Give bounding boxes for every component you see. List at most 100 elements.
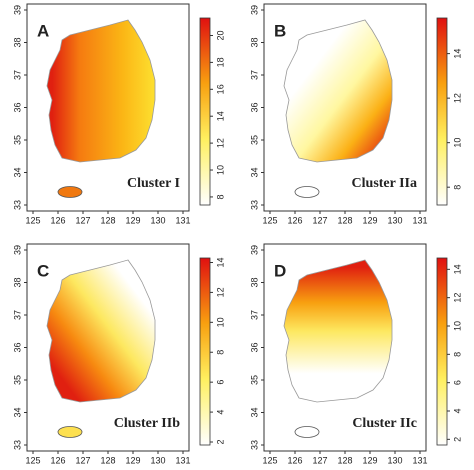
colorbar: [436, 257, 448, 446]
colorbar-tick-label: 2: [452, 437, 462, 442]
x-tick-label: 130: [150, 215, 165, 225]
y-tick-label: 39: [12, 5, 22, 15]
colorbar-tick-label: 8: [452, 352, 462, 357]
korea-mainland: [283, 19, 393, 163]
colorbar: [199, 17, 211, 206]
x-tick-label: 125: [262, 215, 277, 225]
x-tick-label: 127: [75, 215, 90, 225]
korea-mainland: [283, 259, 393, 403]
y-tick-label: 35: [249, 375, 259, 385]
colorbar-tick-label: 16: [215, 84, 225, 94]
x-tick-label: 131: [412, 215, 427, 225]
colorbar-tick-label: 10: [452, 321, 462, 331]
x-tick-label: 128: [100, 215, 115, 225]
x-tick-label: 126: [50, 215, 65, 225]
colorbar-tick-label: 6: [215, 380, 225, 385]
colorbar-tick-label: 8: [215, 194, 225, 199]
colorbar-tick-label: 8: [215, 350, 225, 355]
x-tick-label: 127: [75, 455, 90, 465]
colorbar-tick-label: 6: [452, 380, 462, 385]
y-tick-label: 35: [12, 375, 22, 385]
colorbar-tick-label: 10: [215, 165, 225, 175]
x-tick-label: 131: [175, 215, 190, 225]
panel-title: Cluster IIc: [352, 416, 417, 431]
y-tick-label: 35: [12, 135, 22, 145]
map-panel: 125 126 127 128 129 130 13133343536373839DClus…: [249, 243, 462, 465]
y-tick-label: 33: [249, 200, 259, 210]
korea-mainland: [46, 259, 156, 403]
colorbar-tick-label: 14: [452, 49, 462, 59]
jeju-island: [57, 426, 83, 438]
y-tick-label: 34: [12, 167, 22, 177]
x-tick-label: 130: [150, 455, 165, 465]
y-tick-label: 37: [249, 70, 259, 80]
colorbar-tick-label: 4: [452, 408, 462, 413]
panel-letter: C: [37, 261, 49, 280]
y-tick-label: 39: [249, 245, 259, 255]
colorbar-tick-label: 14: [215, 111, 225, 121]
colorbar-tick-label: 12: [215, 138, 225, 148]
colorbar: [436, 17, 448, 206]
x-tick-label: 128: [100, 455, 115, 465]
y-tick-label: 36: [249, 342, 259, 352]
y-tick-label: 38: [12, 37, 22, 47]
x-tick-label: 128: [337, 455, 352, 465]
panel-letter: A: [37, 21, 49, 40]
panel-title: Cluster IIb: [114, 416, 180, 431]
x-tick-label: 125: [25, 455, 40, 465]
y-tick-label: 34: [12, 407, 22, 417]
x-tick-label: 127: [312, 215, 327, 225]
y-tick-label: 33: [12, 440, 22, 450]
colorbar-tick-label: 8: [452, 185, 462, 190]
colorbar-tick-label: 10: [452, 138, 462, 148]
x-tick-label: 128: [337, 215, 352, 225]
colorbar: [199, 257, 211, 446]
x-tick-label: 129: [125, 455, 140, 465]
korea-mainland: [46, 19, 156, 163]
y-tick-label: 37: [12, 70, 22, 80]
map-panel: 125 126 127 128 129 130 13133343536373839CClus…: [12, 243, 225, 465]
y-tick-label: 36: [249, 102, 259, 112]
map-panel: 125 126 127 128 129 130 131 33 34 35 36 37 38 39 B Clus…: [249, 3, 462, 225]
jeju-island: [57, 186, 83, 198]
colorbar-tick-label: 12: [452, 293, 462, 303]
y-tick-label: 38: [249, 37, 259, 47]
x-tick-label: 129: [362, 215, 377, 225]
y-tick-label: 38: [249, 277, 259, 287]
x-tick-label: 129: [125, 215, 140, 225]
x-tick-label: 129: [362, 455, 377, 465]
x-tick-label: 126: [287, 455, 302, 465]
x-tick-label: 127: [312, 455, 327, 465]
panel-letter: D: [274, 261, 286, 280]
colorbar-tick-label: 4: [215, 410, 225, 415]
y-tick-label: 35: [249, 135, 259, 145]
y-tick-label: 38: [12, 277, 22, 287]
y-tick-label: 36: [12, 102, 22, 112]
panel-letter: B: [274, 21, 286, 40]
y-tick-label: 33: [249, 440, 259, 450]
colorbar-tick-label: 2: [215, 440, 225, 445]
colorbar-tick-label: 18: [215, 57, 225, 67]
x-tick-label: 131: [412, 455, 427, 465]
y-tick-label: 39: [249, 5, 259, 15]
x-tick-label: 130: [387, 455, 402, 465]
colorbar-tick-label: 12: [215, 287, 225, 297]
panel-title: Cluster IIa: [352, 176, 417, 191]
map-panel: 125 126 127 128 129 130 13133343536373839AClus…: [12, 3, 225, 225]
x-tick-label: 130: [387, 215, 402, 225]
y-tick-label: 37: [12, 310, 22, 320]
x-tick-label: 131: [175, 455, 190, 465]
jeju-island: [294, 426, 320, 438]
panel-title: Cluster I: [127, 176, 180, 191]
colorbar-tick-label: 10: [215, 317, 225, 327]
colorbar-tick-label: 14: [215, 257, 225, 267]
y-tick-label: 34: [249, 167, 259, 177]
x-tick-label: 126: [287, 215, 302, 225]
y-tick-label: 39: [12, 245, 22, 255]
colorbar-tick-label: 14: [452, 264, 462, 274]
y-tick-label: 33: [12, 200, 22, 210]
y-tick-label: 36: [12, 342, 22, 352]
y-tick-label: 37: [249, 310, 259, 320]
jeju-island: [294, 186, 320, 198]
